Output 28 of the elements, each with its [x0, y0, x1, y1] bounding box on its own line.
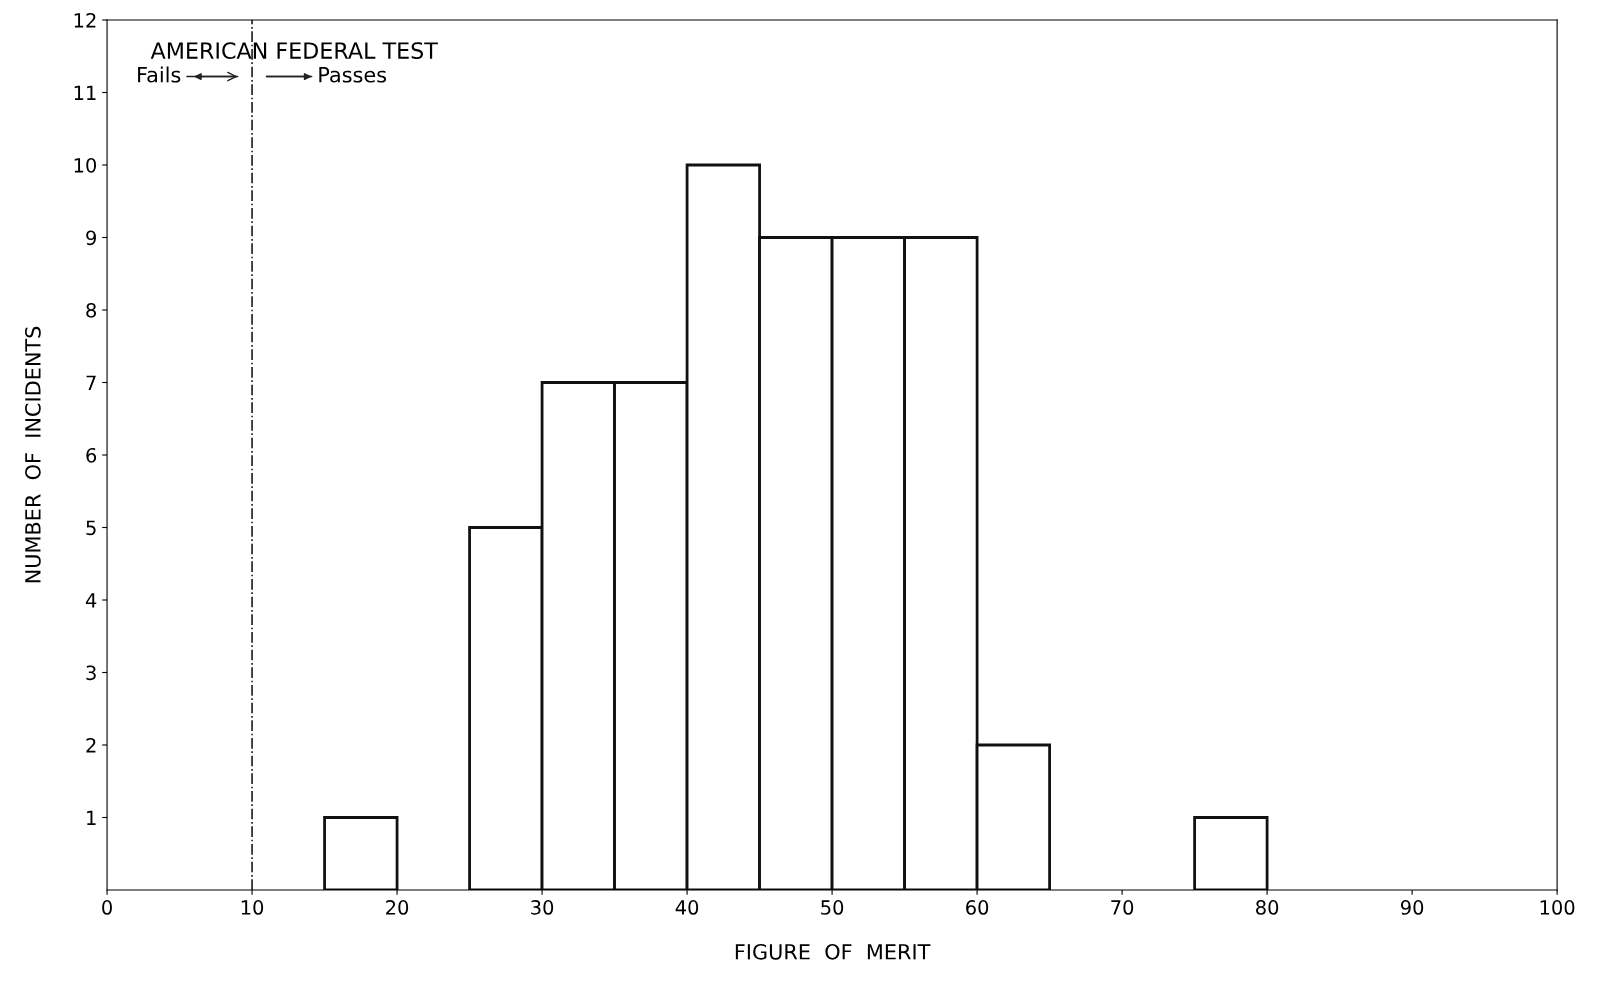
x-tick-label: 40 [675, 900, 699, 915]
x-tick-label: 80 [1256, 900, 1279, 915]
y-tick-label: 3 [86, 665, 96, 681]
y-tick-label: 9 [86, 230, 96, 246]
x-tick-label: 60 [966, 900, 989, 915]
x-tick-label: 100 [1540, 900, 1575, 915]
x-tick-label: 90 [1400, 900, 1424, 915]
y-tick-label: 10 [74, 157, 97, 173]
y-tick-label: 4 [85, 593, 97, 608]
y-tick-label: 7 [86, 375, 96, 390]
x-tick-label: 0 [102, 900, 112, 915]
y-tick-label: 11 [74, 85, 96, 100]
x-tick-label: 70 [1111, 900, 1134, 915]
y-tick-label: 8 [86, 302, 96, 318]
x-tick-label: 10 [241, 900, 264, 915]
x-axis-title: FIGURE OF MERIT [735, 943, 931, 960]
y-tick-label: 12 [74, 12, 96, 28]
y-tick-label: 5 [86, 520, 96, 536]
text: AMERICAN FEDERAL TEST [150, 42, 438, 59]
y-tick-label: 6 [86, 447, 97, 463]
y-tick-label: 2 [86, 737, 96, 753]
x-tick-label: 20 [386, 900, 409, 915]
x-tick-label: 30 [531, 900, 554, 915]
annotation: Passes [319, 67, 387, 83]
annotation: Fails [138, 66, 181, 83]
x-tick-label: 50 [821, 900, 844, 915]
y-tick-label: 1 [87, 810, 96, 825]
y-axis-title: NUMBER OF INCIDENTS [25, 326, 41, 583]
